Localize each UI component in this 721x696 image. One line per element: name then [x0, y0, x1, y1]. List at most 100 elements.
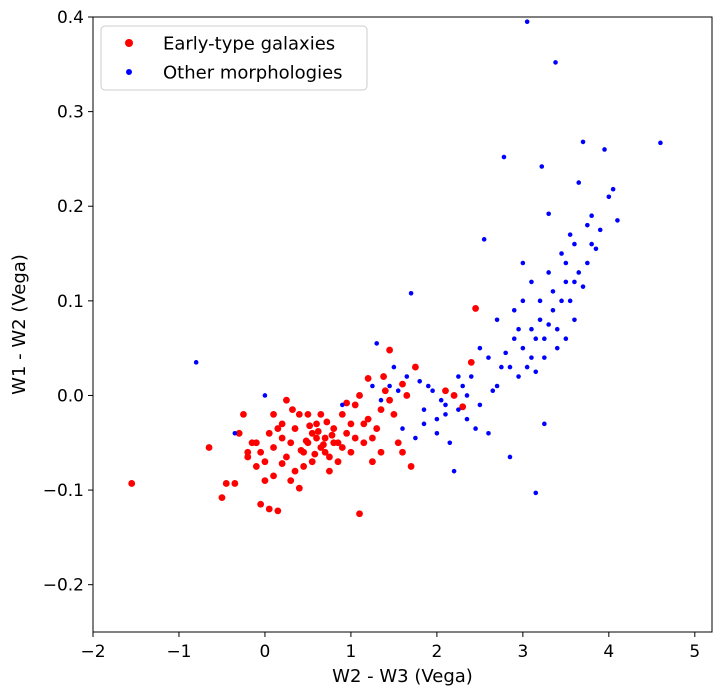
early-type-point-68: [369, 434, 376, 442]
other-morphology-point-7: [425, 383, 431, 389]
early-type-point-76: [314, 428, 322, 435]
other-morphology-point-20: [507, 454, 513, 460]
early-type-point-17: [291, 467, 299, 475]
early-type-point-88: [386, 396, 393, 404]
early-type-point-52: [278, 420, 286, 428]
early-type-point-81: [306, 422, 314, 430]
other-morphology-point-6: [408, 290, 414, 296]
early-type-point-3: [222, 480, 230, 487]
other-morphology-point-13: [468, 374, 474, 379]
early-type-point-33: [360, 439, 368, 447]
other-morphology-point-73: [404, 374, 410, 379]
other-morphology-point-1: [262, 393, 268, 398]
early-type-point-32: [356, 510, 363, 518]
early-type-point-22: [313, 420, 320, 428]
early-type-point-69: [377, 448, 385, 456]
other-morphology-point-88: [507, 364, 513, 370]
early-type-point-90: [442, 387, 449, 395]
y-axis-ticks: −0.2 −0.1 0.0 0.1 0.2 0.3 0.4: [43, 8, 93, 596]
other-morphology-point-59: [546, 270, 551, 275]
early-type-point-11: [261, 477, 269, 485]
early-type-point-83: [297, 446, 305, 454]
x-axis-ticks: −2 −1 0 1 2 3 4 5: [80, 632, 700, 662]
early-type-point-74: [291, 425, 299, 432]
early-type-point-26: [330, 425, 338, 432]
other-morphology-point-28: [539, 164, 545, 169]
other-morphology-point-91: [529, 355, 534, 360]
other-morphology-point-19: [501, 154, 507, 160]
x-tick-label: −1: [166, 642, 191, 662]
other-morphology-point-80: [421, 421, 427, 427]
other-morphology-point-31: [550, 289, 556, 294]
early-type-point-73: [278, 434, 286, 442]
other-morphology-point-90: [520, 298, 526, 304]
other-morphology-point-94: [546, 322, 551, 327]
other-morphology-point-65: [580, 284, 586, 289]
early-type-point-36: [373, 425, 381, 432]
early-type-point-93: [283, 453, 290, 461]
other-morphology-point-42: [593, 246, 599, 252]
early-type-point-48: [467, 358, 475, 366]
early-type-point-78: [323, 418, 331, 426]
early-type-point-6: [240, 410, 247, 418]
other-morphology-point-35: [563, 279, 569, 285]
other-morphology-point-79: [413, 435, 418, 441]
early-type-point-1: [205, 444, 213, 451]
other-morphology-point-15: [481, 237, 487, 242]
x-tick-label: 3: [517, 642, 528, 662]
other-morphology-point-72: [417, 378, 422, 384]
other-morphology-point-36: [567, 232, 573, 237]
other-morphology-point-50: [473, 426, 478, 431]
early-type-point-5: [235, 429, 243, 437]
other-morphology-point-68: [456, 374, 461, 379]
early-type-point-21: [308, 429, 316, 437]
early-type-point-53: [283, 396, 290, 404]
early-type-point-41: [394, 439, 402, 447]
early-type-point-75: [300, 463, 308, 470]
early-type-point-30: [347, 420, 355, 428]
legend: Early-type galaxies Other morphologies: [100, 25, 368, 91]
other-morphology-point-84: [464, 416, 470, 422]
y-tick-label: −0.2: [43, 576, 84, 596]
legend-marker-early-type: [125, 39, 133, 47]
other-morphology-point-99: [589, 241, 594, 247]
other-morphology-point-60: [550, 308, 556, 313]
other-morphology-point-23: [520, 260, 526, 266]
x-tick-label: 5: [689, 642, 700, 662]
other-morphology-point-63: [567, 298, 573, 304]
other-morphology-point-51: [490, 388, 496, 394]
other-morphology-point-21: [511, 336, 517, 341]
other-morphology-point-32: [553, 60, 558, 65]
other-morphology-point-9: [443, 402, 448, 408]
other-morphology-point-24: [524, 19, 530, 25]
early-type-point-10: [257, 500, 265, 508]
other-morphology-point-75: [387, 383, 392, 389]
early-type-point-43: [403, 392, 411, 399]
early-type-point-55: [295, 410, 303, 418]
early-type-point-12: [265, 505, 273, 513]
y-tick-label: 0.0: [57, 386, 84, 406]
other-morphology-point-82: [443, 412, 448, 417]
early-type-point-50: [265, 429, 273, 437]
legend-box: [100, 25, 368, 91]
other-morphology-point-29: [542, 355, 547, 360]
other-morphology-point-70: [430, 388, 435, 394]
other-morphology-point-26: [533, 490, 539, 496]
other-morphology-point-71: [421, 407, 427, 412]
other-morphology-point-76: [378, 397, 384, 403]
y-tick-label: 0.1: [57, 292, 84, 312]
early-type-point-2: [218, 494, 226, 502]
early-type-point-63: [334, 458, 342, 466]
other-morphology-point-37: [572, 317, 577, 323]
points-layer: [128, 19, 663, 518]
other-morphology-point-52: [503, 350, 508, 356]
other-morphology-point-27: [537, 298, 543, 304]
other-morphology-point-74: [395, 388, 401, 394]
early-type-point-34: [364, 415, 372, 423]
other-morphology-point-2: [232, 431, 238, 436]
early-type-point-62: [330, 439, 338, 447]
early-type-point-9: [252, 463, 260, 470]
other-morphology-point-5: [391, 364, 397, 370]
early-type-point-25: [326, 453, 333, 461]
